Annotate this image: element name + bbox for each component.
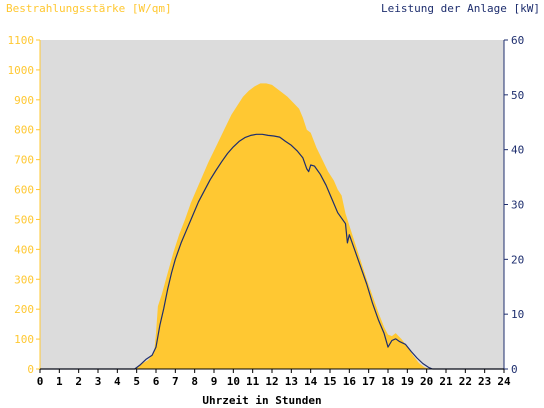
right-tick-label: 10	[511, 308, 524, 321]
left-tick-label: 700	[14, 154, 34, 167]
right-tick-label: 60	[511, 34, 524, 47]
right-tick-label: 40	[511, 144, 524, 157]
x-tick-label: 16	[343, 375, 357, 388]
x-tick-label: 21	[439, 375, 453, 388]
x-tick-label: 1	[56, 375, 63, 388]
left-tick-label: 1000	[8, 64, 35, 77]
x-tick-label: 5	[133, 375, 140, 388]
x-tick-label: 2	[75, 375, 82, 388]
left-axis-title: Bestrahlungsstärke [W/qm]	[6, 2, 172, 15]
x-tick-label: 0	[37, 375, 44, 388]
left-tick-label: 500	[14, 213, 34, 226]
x-axis-title: Uhrzeit in Stunden	[202, 394, 321, 407]
x-tick-label: 24	[497, 375, 511, 388]
x-tick-label: 10	[227, 375, 240, 388]
left-tick-label: 400	[14, 243, 34, 256]
x-tick-label: 3	[95, 375, 102, 388]
left-tick-label: 600	[14, 184, 34, 197]
x-tick-label: 20	[420, 375, 433, 388]
x-tick-label: 18	[381, 375, 394, 388]
right-tick-label: 30	[511, 199, 524, 212]
power-line-series	[40, 133, 504, 370]
x-tick-label: 22	[459, 375, 472, 388]
left-tick-label: 100	[14, 333, 34, 346]
x-tick-label: 4	[114, 375, 121, 388]
x-tick-label: 7	[172, 375, 179, 388]
x-tick-label: 9	[211, 375, 218, 388]
x-tick-label: 6	[153, 375, 160, 388]
left-tick-label: 300	[14, 273, 34, 286]
x-tick-label: 17	[362, 375, 375, 388]
left-tick-label: 0	[27, 363, 34, 376]
right-tick-label: 0	[511, 363, 518, 376]
right-tick-label: 50	[511, 89, 524, 102]
x-tick-label: 11	[246, 375, 260, 388]
left-tick-label: 1100	[8, 34, 35, 47]
left-tick-label: 800	[14, 124, 34, 137]
x-tick-label: 14	[304, 375, 318, 388]
x-tick-label: 8	[191, 375, 198, 388]
x-tick-label: 13	[285, 375, 298, 388]
left-tick-label: 200	[14, 303, 34, 316]
irradiance-area-series	[40, 83, 504, 370]
x-tick-label: 15	[323, 375, 336, 388]
right-tick-label: 20	[511, 253, 524, 266]
x-tick-label: 19	[401, 375, 414, 388]
right-axis-title: Leistung der Anlage [kW]	[381, 2, 540, 15]
left-tick-label: 900	[14, 94, 34, 107]
x-tick-label: 23	[478, 375, 491, 388]
x-tick-label: 12	[265, 375, 278, 388]
